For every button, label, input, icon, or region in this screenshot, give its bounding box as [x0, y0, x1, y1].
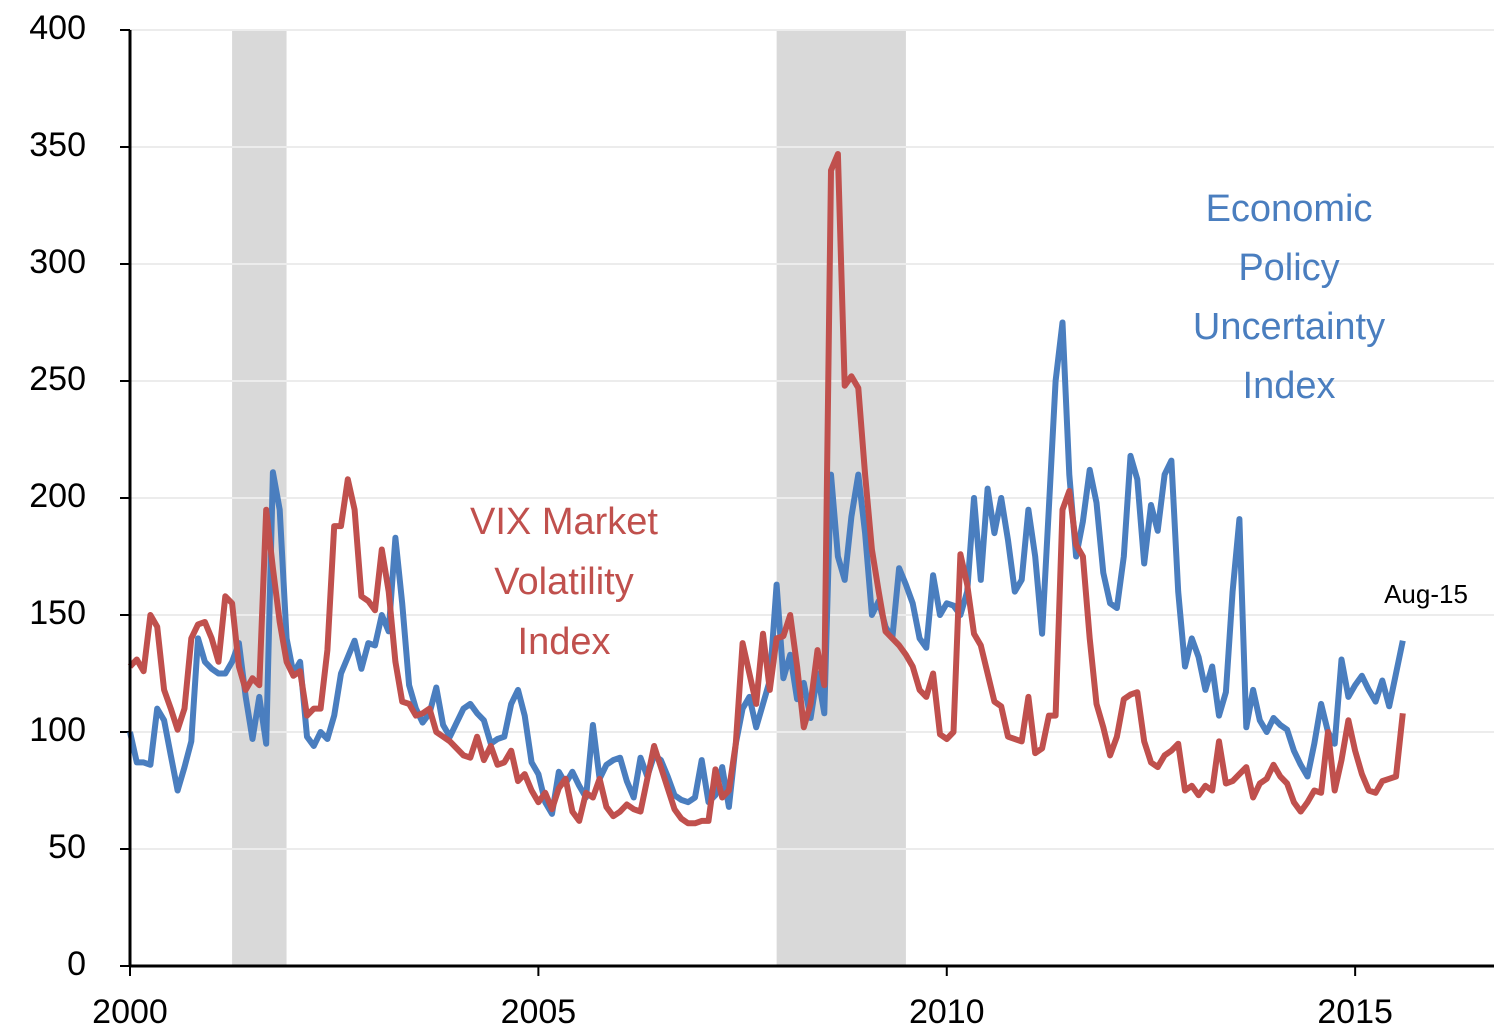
vix-label: VIX Market: [470, 501, 658, 543]
epu-label: Index: [1243, 365, 1336, 407]
series-line: [127, 319, 1406, 817]
y-tick-label: 300: [29, 243, 86, 281]
series-line: [127, 151, 1406, 827]
y-tick-label: 400: [29, 9, 86, 47]
y-tick-label: 0: [67, 945, 86, 983]
y-tick-label: 200: [29, 477, 86, 515]
vix-label: Volatility: [494, 561, 633, 603]
y-tick-label: 250: [29, 360, 86, 398]
epu-label: Uncertainty: [1193, 306, 1385, 348]
y-tick-label: 100: [29, 711, 86, 749]
y-tick-label: 150: [29, 594, 86, 632]
epu-label: Policy: [1238, 247, 1339, 289]
last-date-label: Aug-15: [1384, 579, 1468, 609]
epu-label: Economic: [1206, 188, 1373, 230]
y-tick-label: 350: [29, 126, 86, 164]
x-tick-label: 2015: [1317, 993, 1393, 1031]
vix-label: Index: [518, 621, 611, 663]
x-tick-label: 2010: [909, 993, 985, 1031]
x-tick-label: 2005: [501, 993, 577, 1031]
y-tick-label: 50: [48, 828, 86, 866]
x-tick-label: 2000: [92, 993, 168, 1031]
